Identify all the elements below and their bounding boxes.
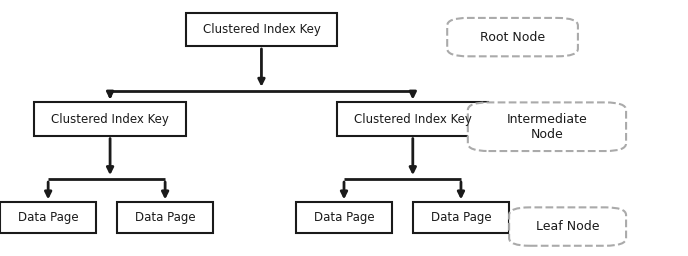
Text: Data Page: Data Page	[314, 211, 374, 224]
Text: Clustered Index Key: Clustered Index Key	[202, 23, 321, 36]
FancyBboxPatch shape	[337, 102, 488, 136]
FancyBboxPatch shape	[468, 102, 626, 151]
Text: Data Page: Data Page	[18, 211, 78, 224]
FancyBboxPatch shape	[117, 202, 213, 233]
Text: Root Node: Root Node	[480, 31, 545, 44]
Text: Data Page: Data Page	[431, 211, 491, 224]
FancyBboxPatch shape	[447, 18, 578, 56]
Text: Clustered Index Key: Clustered Index Key	[51, 113, 169, 125]
FancyBboxPatch shape	[186, 13, 337, 46]
FancyBboxPatch shape	[413, 202, 509, 233]
FancyBboxPatch shape	[34, 102, 186, 136]
Text: Data Page: Data Page	[135, 211, 195, 224]
FancyBboxPatch shape	[509, 207, 626, 246]
Text: Leaf Node: Leaf Node	[536, 220, 599, 233]
FancyBboxPatch shape	[296, 202, 392, 233]
Text: Clustered Index Key: Clustered Index Key	[354, 113, 472, 125]
Text: Intermediate
Node: Intermediate Node	[506, 113, 588, 141]
FancyBboxPatch shape	[0, 202, 96, 233]
